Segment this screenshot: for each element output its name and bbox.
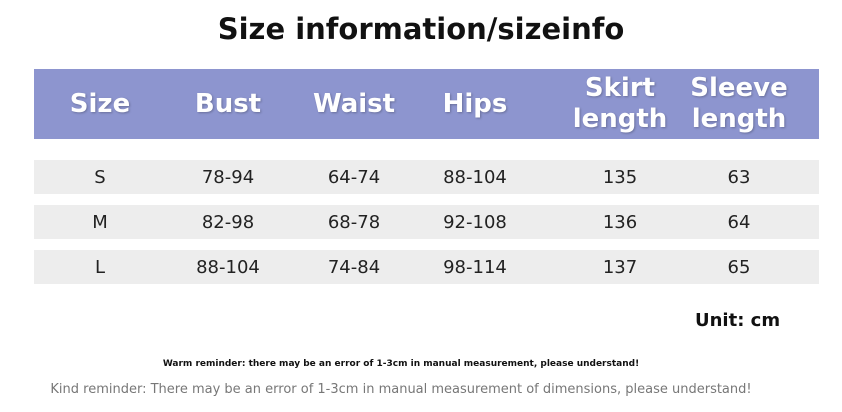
table-cell: 64 xyxy=(727,211,751,233)
header-cell: Sleeve length xyxy=(690,73,788,134)
table-cell: 82-98 xyxy=(201,211,255,233)
table-cell: 68-78 xyxy=(327,211,381,233)
table-cell: 98-114 xyxy=(443,256,507,278)
table-row: L 88-104 74-84 98-114 137 65 xyxy=(34,250,819,284)
table-cell: S xyxy=(94,166,106,188)
table-row: M 82-98 68-78 92-108 136 64 xyxy=(34,205,819,239)
table-cell: 65 xyxy=(727,256,751,278)
table-cell: 137 xyxy=(602,256,638,278)
header-cell: Waist xyxy=(312,88,396,119)
unit: Unit: cm xyxy=(695,310,781,331)
table-header: Size Bust Waist Hips Skirt length Sleeve leng… xyxy=(34,69,819,139)
table-cell: 88-104 xyxy=(443,166,507,188)
header-cell: Size xyxy=(69,88,131,119)
table-row: S 78-94 64-74 88-104 135 63 xyxy=(34,160,819,194)
kind-reminder: Kind reminder: There may be an error of … xyxy=(50,382,752,397)
table-cell: 78-94 xyxy=(201,166,255,188)
table-cell: 63 xyxy=(727,166,751,188)
warm-reminder: Warm reminder: there may be an error of … xyxy=(162,359,640,369)
table-cell: 88-104 xyxy=(196,256,260,278)
header-cell: Hips xyxy=(442,88,508,119)
table-cell: 92-108 xyxy=(443,211,507,233)
table-cell: 136 xyxy=(602,211,638,233)
table-cell: 74-84 xyxy=(327,256,381,278)
table-cell: 135 xyxy=(602,166,638,188)
header-cell: Skirt length xyxy=(572,73,668,134)
table-cell: L xyxy=(94,256,106,278)
table-cell: 64-74 xyxy=(327,166,381,188)
header-cell: Bust xyxy=(194,88,262,119)
title: Size information/sizeinfo xyxy=(217,12,625,46)
table-cell: M xyxy=(92,211,108,233)
